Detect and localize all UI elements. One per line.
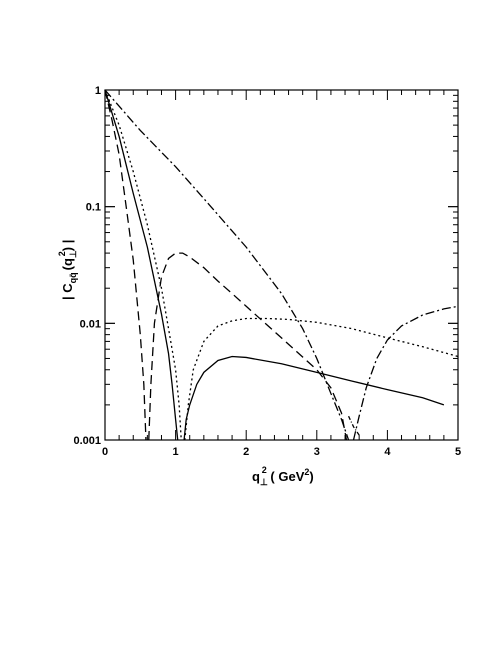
plot-frame — [104, 89, 459, 441]
axis-ticks — [105, 90, 458, 440]
x-tick-label: 4 — [384, 446, 391, 458]
series-dashdot-short-line — [347, 415, 360, 436]
x-tick-label: 0 — [102, 446, 108, 458]
x-tick-label: 1 — [173, 446, 179, 458]
series-dashdot-line — [104, 89, 459, 441]
x-tick-label: 5 — [455, 446, 461, 458]
series-solid-line — [104, 89, 445, 441]
y-tick-label: 0.1 — [86, 202, 101, 214]
series-dotted-line — [104, 89, 459, 441]
y-axis-title: | Cqq̄(q⊥2) | — [57, 240, 78, 300]
x-axis-title: q⊥2 ( GeV2) — [252, 465, 314, 487]
x-tick-label: 2 — [243, 446, 249, 458]
series-dashed-line — [104, 89, 348, 441]
tick-labels: 0 1 2 3 4 5 0.001 0.01 0.1 1 — [73, 85, 461, 458]
y-tick-label: 1 — [95, 85, 101, 97]
curves — [104, 89, 459, 441]
x-tick-label: 3 — [314, 446, 320, 458]
y-tick-label: 0.01 — [80, 318, 101, 330]
y-tick-label: 0.001 — [73, 435, 101, 447]
